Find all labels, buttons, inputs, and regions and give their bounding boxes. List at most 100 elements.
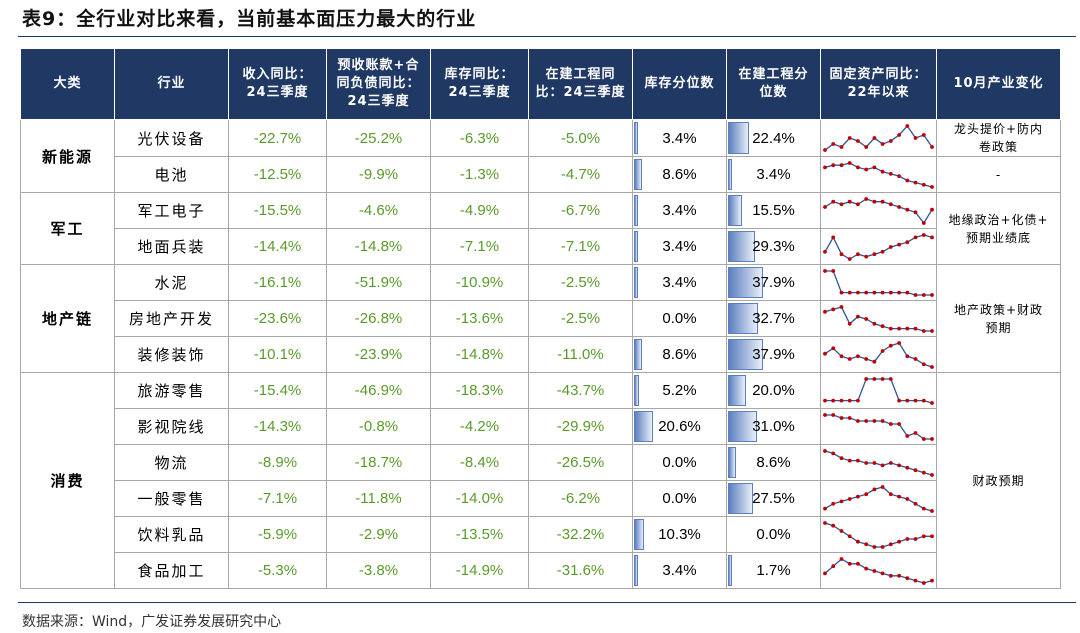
table-row: 食品加工 -5.3% -3.8% -14.9% -31.6% 3.4% 1.7% <box>21 552 1061 589</box>
revenue-yoy-cell: -14.4% <box>228 228 327 265</box>
sparkline-point <box>856 314 860 318</box>
sparkline-point <box>831 501 836 506</box>
sparkline-point <box>872 290 877 294</box>
industry-change-note: 财政预期 <box>936 372 1061 589</box>
note-line: 地缘政治+化债+ <box>948 212 1049 227</box>
sparkline-point <box>921 580 926 585</box>
construction-yoy-cell: -6.2% <box>528 480 633 517</box>
percentile-value: 5.2% <box>662 382 697 399</box>
column-header-line: 10月产业变化 <box>953 76 1044 91</box>
column-header-line: 同负债同比： <box>336 76 421 91</box>
sparkline-point <box>847 398 852 402</box>
sparkline-point <box>823 398 827 402</box>
sparkline-cell <box>820 444 937 481</box>
inventory-yoy-cell: -14.9% <box>430 552 529 589</box>
sparkline-cell <box>820 156 937 193</box>
note-line: 预期业绩底 <box>965 230 1031 245</box>
percentile-value: 20.6% <box>658 418 701 435</box>
sparkline-point <box>921 361 926 366</box>
sparkline-point <box>913 501 918 506</box>
advance-receipts-yoy-cell: -0.8% <box>326 408 431 445</box>
industry-cell: 光伏设备 <box>114 119 229 157</box>
sparkline-point <box>880 463 885 467</box>
fixed-asset-sparkline <box>823 376 934 405</box>
percentile-bar-fill <box>728 231 755 262</box>
advance-receipts-yoy-cell: -3.8% <box>326 552 431 589</box>
sparkline-point <box>888 290 893 294</box>
inventory-yoy-cell: -13.6% <box>430 300 529 337</box>
industry-cell: 房地产开发 <box>114 300 229 337</box>
sparkline-point <box>897 340 901 345</box>
sparkline-point <box>872 544 877 549</box>
inventory-yoy-cell: -18.3% <box>430 372 529 409</box>
construction-yoy-cell: -11.0% <box>528 336 633 373</box>
industry-cell: 旅游零售 <box>114 372 229 409</box>
percentile-cell: 3.4% <box>632 192 727 229</box>
sparkline-point <box>913 292 918 297</box>
column-header: 收入同比： 24三季度 <box>228 48 327 120</box>
sparkline-cell <box>820 192 937 229</box>
percentile-value: 20.0% <box>752 382 795 399</box>
sparkline-point <box>930 207 934 212</box>
percentile-value: 27.5% <box>752 490 795 507</box>
table-row: 军工 军工电子 -15.5% -4.6% -4.9% -6.7% 3.4% 15.5% 地缘政治… <box>20 192 1061 265</box>
sparkline-point <box>839 251 844 256</box>
sparkline-point <box>880 249 885 254</box>
percentile-value: 31.0% <box>752 418 795 435</box>
table-row: 物流 -8.9% -18.7% -8.4% -26.5% 0.0% 8.6% <box>21 444 1061 481</box>
sparkline-point <box>921 182 926 187</box>
sparkline-point <box>823 412 827 417</box>
percentile-cell: 0.0% <box>726 516 821 553</box>
sparkline-point <box>839 528 844 533</box>
sparkline-point <box>913 430 918 435</box>
advance-receipts-yoy-cell: -46.9% <box>326 372 431 409</box>
percentile-value: 3.4% <box>662 238 697 255</box>
sparkline-point <box>888 460 893 465</box>
sparkline-point <box>864 376 869 381</box>
sparkline-point <box>913 356 918 361</box>
sparkline-point <box>839 145 844 149</box>
percentile-value: 0.0% <box>662 454 697 471</box>
sparkline-point <box>831 523 836 528</box>
industry-change-note: 地产政策+财政 预期 <box>936 264 1061 373</box>
sparkline-point <box>905 290 910 294</box>
industry-cell: 装修装饰 <box>114 336 229 373</box>
percentile-value: 37.9% <box>752 274 795 291</box>
inventory-yoy-cell: -4.9% <box>430 192 529 229</box>
column-header-line: 大类 <box>53 76 82 91</box>
table-row: 地产链 水泥 -16.1% -51.9% -10.9% -2.5% 3.4% 37.9% 地产政… <box>20 264 1061 373</box>
sparkline-point <box>913 136 918 140</box>
advance-receipts-yoy-cell: -51.9% <box>326 264 431 301</box>
construction-yoy-cell: -6.7% <box>528 192 633 229</box>
sparkline-cell <box>820 119 937 157</box>
column-header: 预收账款+合 同负债同比： 24三季度 <box>326 48 431 120</box>
column-header-line: 24三季度 <box>246 85 309 100</box>
industry-cell: 电池 <box>114 156 229 193</box>
revenue-yoy-cell: -5.9% <box>228 516 327 553</box>
sparkline-cell <box>820 264 937 301</box>
sparkline-point <box>856 201 860 206</box>
percentile-bar-fill <box>634 195 638 226</box>
sparkline-cell <box>820 228 937 265</box>
sparkline-point <box>831 451 836 455</box>
column-header: 在建工程分 位数 <box>726 48 821 120</box>
industry-cell: 物流 <box>114 444 229 481</box>
percentile-cell: 3.4% <box>632 228 727 265</box>
note-line: 地产政策+财政 <box>953 302 1044 317</box>
sparkline-point <box>930 533 934 538</box>
sparkline-point <box>888 421 893 426</box>
sparkline-point <box>930 328 934 333</box>
sparkline-point <box>872 418 877 423</box>
percentile-cell: 37.9% <box>726 264 821 301</box>
percentile-cell: 0.0% <box>632 300 727 337</box>
industry-cell: 水泥 <box>114 264 229 301</box>
sparkline-point <box>930 292 934 297</box>
column-header: 固定资产同比： 22年以来 <box>820 48 937 120</box>
percentile-bar-fill <box>634 375 639 406</box>
inventory-yoy-cell: -14.0% <box>430 480 529 517</box>
advance-receipts-yoy-cell: -2.9% <box>326 516 431 553</box>
sparkline-point <box>864 196 869 201</box>
sparkline-point <box>888 244 893 249</box>
inventory-yoy-cell: -7.1% <box>430 228 529 265</box>
sparkline-point <box>831 412 836 417</box>
